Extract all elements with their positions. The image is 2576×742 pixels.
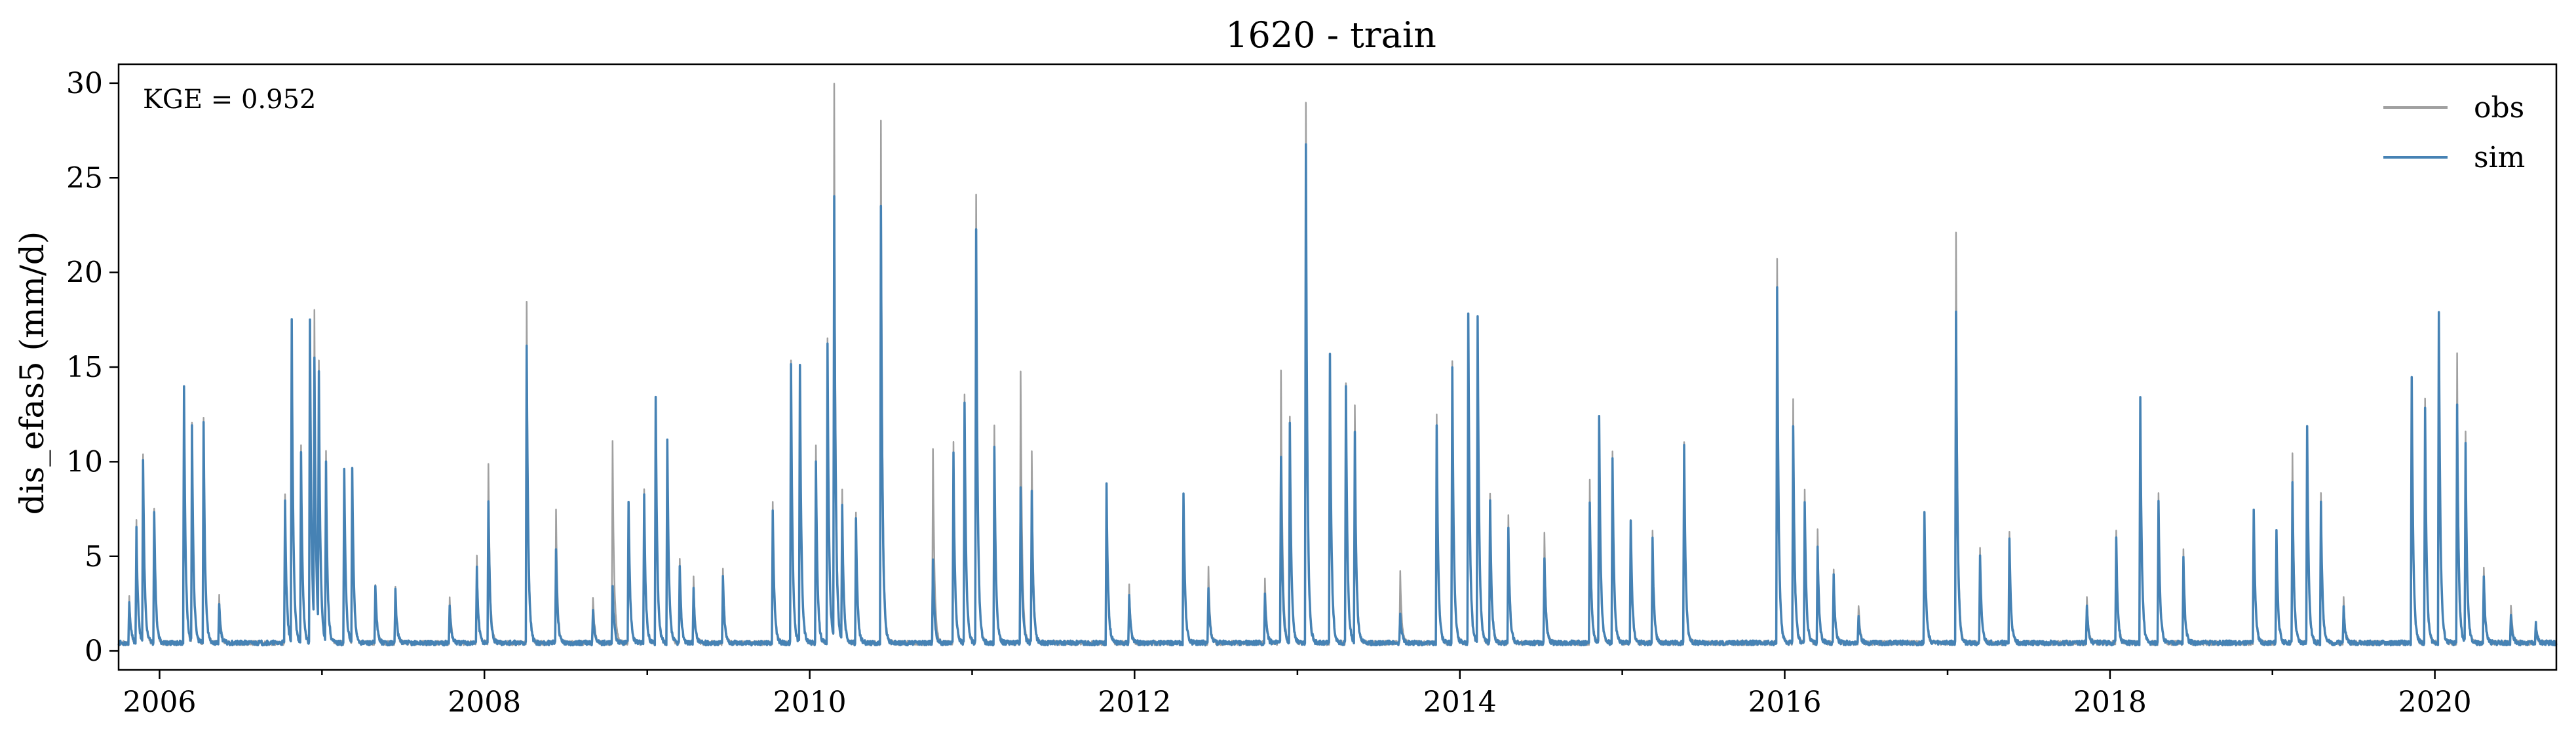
- x-tick-label: 2018: [2073, 686, 2147, 719]
- y-tick-label: 15: [66, 351, 103, 384]
- y-tick-label: 25: [66, 161, 103, 195]
- x-tick-label: 2006: [123, 686, 196, 719]
- x-tick-label: 2008: [448, 686, 521, 719]
- kge-annotation: KGE = 0.952: [143, 85, 317, 115]
- x-tick-label: 2010: [773, 686, 847, 719]
- series-line-obs: [118, 83, 2558, 646]
- x-tick-label: 2014: [1423, 686, 1497, 719]
- y-tick-label: 10: [66, 445, 103, 478]
- y-tick-label: 0: [85, 635, 103, 668]
- y-tick-label: 5: [85, 540, 103, 574]
- x-axis: 2006 2008 2010 2012 2014 2016 2018 2020: [123, 670, 2472, 719]
- y-tick-label: 20: [66, 256, 103, 290]
- x-tick-label: 2020: [2398, 686, 2472, 719]
- legend-obs-label: obs: [2474, 91, 2524, 125]
- y-tick-label: 30: [66, 67, 103, 100]
- series-layer: [117, 83, 2558, 647]
- plot-frame: [117, 63, 2558, 671]
- chart-title: 1620 - train: [1225, 14, 1436, 56]
- legend-sim-label: sim: [2474, 141, 2525, 174]
- x-tick-label: 2012: [1098, 686, 1171, 719]
- y-axis: 0 5 10 15 20 25 30: [66, 67, 119, 668]
- series-line-sim: [117, 143, 2558, 647]
- y-axis-label: dis_efas5 (mm/d): [13, 231, 51, 515]
- x-tick-label: 2016: [1748, 686, 1821, 719]
- legend: obs sim: [2383, 91, 2525, 174]
